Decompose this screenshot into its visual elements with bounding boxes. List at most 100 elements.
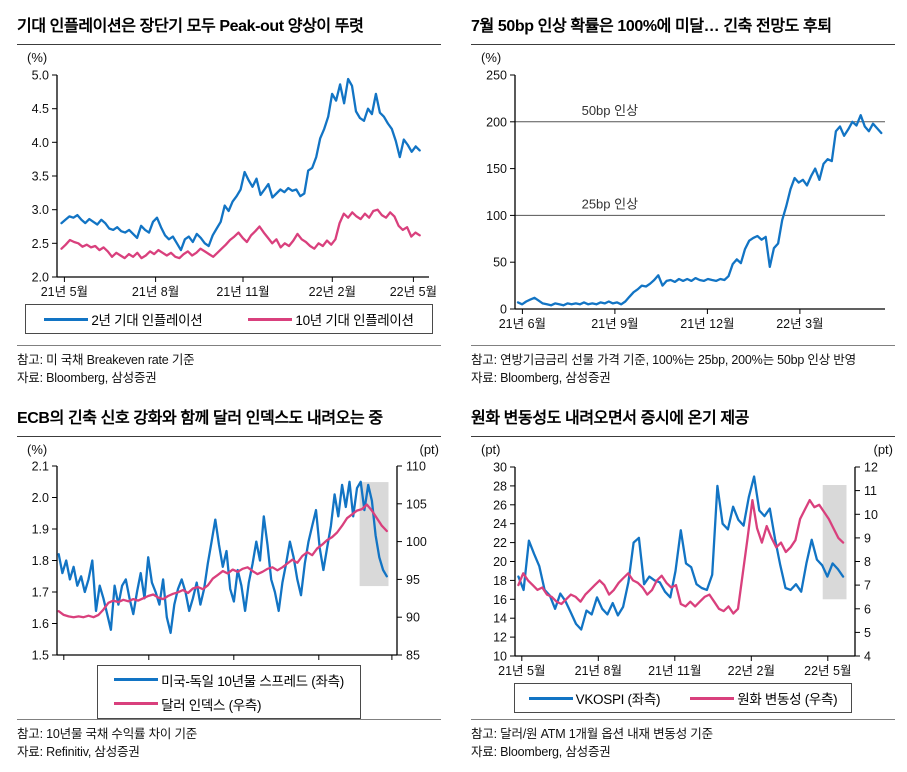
note-line: 참고: 10년물 국채 수익률 차이 기준 — [17, 726, 198, 741]
left-axis-unit: (%) — [27, 442, 48, 457]
svg-text:1.8: 1.8 — [32, 554, 49, 568]
legend-item: 달러 인덱스 (우측) — [114, 694, 262, 714]
svg-text:2.1: 2.1 — [32, 460, 49, 474]
legend-item: 미국-독일 10년물 스프레드 (좌측) — [114, 670, 344, 690]
left-axis-unit: (pt) — [481, 442, 501, 457]
svg-text:22년 5월: 22년 5월 — [804, 664, 851, 678]
svg-text:10: 10 — [864, 508, 878, 522]
svg-text:22년 2월: 22년 2월 — [309, 285, 356, 299]
chart-footnote: 참고: 연방기금금리 선물 가격 기준, 100%는 25bp, 200%는 5… — [471, 344, 895, 389]
svg-text:10: 10 — [493, 650, 507, 664]
right-axis-unit: (pt) — [419, 442, 440, 457]
svg-text:110: 110 — [406, 460, 426, 474]
svg-text:3.5: 3.5 — [32, 170, 49, 184]
legend-label: 2년 기대 인플레이션 — [91, 313, 203, 328]
svg-text:250: 250 — [486, 69, 507, 83]
svg-text:200: 200 — [486, 115, 507, 129]
panel-title: 7월 50bp 인상 확률은 100%에 미달… 긴축 전망도 후퇴 — [471, 8, 895, 45]
legend-label: 원화 변동성 (우측) — [737, 692, 838, 707]
legend-item: 원화 변동성 (우측) — [690, 688, 838, 708]
svg-text:7: 7 — [864, 579, 871, 593]
svg-text:2.0: 2.0 — [32, 491, 49, 505]
expected-inflation-line-chart: 2.0 2.5 3.0 3.5 4.0 4.5 5.0 21년 5월 21년 8월 21년 11월… — [32, 69, 437, 299]
chart-legend: VKOSPI (좌측) 원화 변동성 (우측) — [513, 683, 853, 713]
svg-text:5.0: 5.0 — [32, 69, 49, 83]
svg-text:4.0: 4.0 — [32, 136, 49, 150]
svg-text:11: 11 — [864, 484, 877, 498]
legend-label: VKOSPI (좌측) — [575, 692, 661, 707]
blue-line-swatch — [44, 317, 89, 321]
note-line: 참고: 달러/원 ATM 1개월 옵션 내재 변동성 기준 — [471, 726, 713, 741]
svg-text:1.6: 1.6 — [32, 617, 49, 631]
legend-label: 10년 기대 인플레이션 — [295, 313, 414, 328]
note-line: 참고: 미 국채 Breakeven rate 기준 — [17, 352, 195, 367]
left-axis-unit: (%) — [27, 50, 48, 65]
right-axis-unit: (pt) — [873, 442, 894, 457]
svg-text:21년 8월: 21년 8월 — [132, 285, 179, 299]
svg-text:6: 6 — [864, 602, 871, 616]
svg-text:105: 105 — [406, 497, 427, 511]
legend-item: VKOSPI (좌측) — [528, 688, 661, 708]
svg-text:50bp 인상: 50bp 인상 — [582, 103, 638, 118]
svg-text:5: 5 — [864, 626, 871, 640]
svg-text:14: 14 — [493, 612, 507, 626]
rate-hike-probability-line-chart: 50bp 인상 25bp 인상 0 50 100 150 200 250 21년 6월 21년 9… — [486, 69, 885, 331]
legend-item: 2년 기대 인플레이션 — [44, 309, 203, 329]
svg-text:0: 0 — [500, 303, 507, 317]
panel-won-volatility: 원화 변동성도 내려오면서 증시에 온기 제공 (pt) (pt) 10 12 14… — [471, 400, 895, 762]
chart-legend: 2년 기대 인플레이션 10년 기대 인플레이션 — [25, 304, 433, 334]
svg-text:100: 100 — [406, 535, 427, 549]
svg-text:1.7: 1.7 — [32, 585, 49, 599]
panel-dollar-index: ECB의 긴축 신호 강화와 함께 달러 인덱스도 내려오는 중 (%) (pt… — [17, 400, 441, 762]
legend-label: 달러 인덱스 (우측) — [161, 697, 262, 713]
left-axis-unit: (%) — [481, 50, 502, 65]
svg-text:150: 150 — [486, 162, 507, 176]
svg-text:50: 50 — [493, 256, 507, 270]
svg-text:12: 12 — [864, 461, 878, 475]
note-line: 참고: 연방기금금리 선물 가격 기준, 100%는 25bp, 200%는 5… — [471, 352, 856, 367]
svg-text:95: 95 — [406, 572, 420, 586]
svg-text:9: 9 — [864, 531, 871, 545]
svg-text:21년 9월: 21년 9월 — [591, 317, 638, 331]
svg-text:20: 20 — [493, 555, 507, 569]
source-line: 자료: Bloomberg, 삼성증권 — [471, 371, 611, 386]
svg-text:24: 24 — [493, 517, 507, 531]
legend-label: 미국-독일 10년물 스프레드 (좌측) — [161, 673, 344, 689]
pink-line-swatch — [114, 702, 159, 705]
pink-line-swatch — [690, 696, 735, 700]
source-line: 자료: Bloomberg, 삼성증권 — [471, 745, 611, 760]
svg-text:21년 5월: 21년 5월 — [498, 664, 545, 678]
svg-text:21년 12월: 21년 12월 — [680, 317, 734, 331]
svg-text:21년 11월: 21년 11월 — [648, 664, 701, 678]
svg-text:90: 90 — [406, 610, 420, 624]
panel-title: ECB의 긴축 신호 강화와 함께 달러 인덱스도 내려오는 중 — [17, 400, 441, 437]
spread-dollar-index-line-chart: 1.51.61.71.81.92.02.185909510010511021년 … — [32, 460, 427, 662]
svg-text:12: 12 — [493, 631, 507, 645]
svg-text:22: 22 — [493, 536, 507, 550]
source-line: 자료: Refinitiv, 삼성증권 — [17, 745, 140, 760]
svg-text:2.5: 2.5 — [32, 237, 49, 251]
svg-text:4.5: 4.5 — [32, 102, 49, 116]
svg-text:21년 11월: 21년 11월 — [216, 285, 269, 299]
svg-text:100: 100 — [486, 209, 507, 223]
svg-text:25bp 인상: 25bp 인상 — [582, 196, 638, 211]
panel-rate-hike-probability: 7월 50bp 인상 확률은 100%에 미달… 긴축 전망도 후퇴 (%) 5… — [471, 8, 895, 388]
svg-text:21년 8월: 21년 8월 — [575, 664, 622, 678]
panel-title: 기대 인플레이션은 장단기 모두 Peak-out 양상이 뚜렷 — [17, 8, 441, 45]
svg-text:16: 16 — [493, 593, 507, 607]
svg-text:1.9: 1.9 — [32, 522, 49, 536]
svg-text:21년 5월: 21년 5월 — [41, 285, 88, 299]
svg-text:21년 6월: 21년 6월 — [499, 317, 546, 331]
chart-footnote: 참고: 미 국채 Breakeven rate 기준 자료: Bloomberg… — [17, 344, 441, 389]
vkospi-won-volatility-line-chart: 10 12 14 16 18 20 22 24 26 28 30 4 5 6 7 8 9 10 11 12 21년 5월… — [493, 461, 878, 678]
chart-footnote: 참고: 10년물 국채 수익률 차이 기준 자료: Refinitiv, 삼성증… — [17, 718, 441, 763]
svg-text:30: 30 — [493, 461, 507, 475]
svg-text:26: 26 — [493, 498, 507, 512]
svg-text:28: 28 — [493, 479, 507, 493]
svg-text:2.0: 2.0 — [32, 271, 49, 285]
svg-text:1.5: 1.5 — [32, 648, 49, 661]
blue-line-swatch — [528, 696, 573, 700]
panel-expected-inflation: 기대 인플레이션은 장단기 모두 Peak-out 양상이 뚜렷 (%) 2.0… — [17, 8, 441, 388]
chart-legend: 미국-독일 10년물 스프레드 (좌측) 달러 인덱스 (우측) — [97, 664, 361, 719]
